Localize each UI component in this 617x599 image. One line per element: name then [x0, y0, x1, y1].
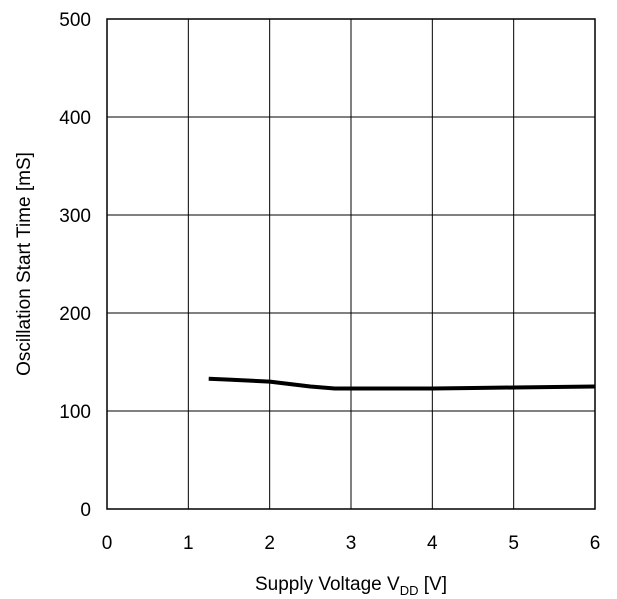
y-axis-label: Oscillation Start Time [mS] — [14, 152, 35, 376]
x-tick-label-2: 2 — [264, 533, 275, 554]
y-tick-label-2: 200 — [59, 304, 91, 325]
series-layer — [208, 376, 596, 391]
x-axis-label-subscript: DD — [400, 583, 419, 598]
x-tick-label-1: 1 — [183, 533, 194, 554]
x-tick-label-5: 5 — [508, 533, 519, 554]
x-axis-label: Supply Voltage VDD [V] — [255, 574, 447, 598]
x-tick-labels: 0 1 2 3 4 5 6 — [102, 533, 601, 554]
y-tick-labels: 0 100 200 300 400 500 — [59, 10, 91, 521]
x-tick-label-3: 3 — [346, 533, 357, 554]
y-tick-label-0: 0 — [80, 500, 91, 521]
x-axis-label-unit: [V] — [418, 574, 447, 595]
x-tick-label-6: 6 — [590, 533, 601, 554]
series-line-0 — [208, 376, 596, 391]
y-tick-label-1: 100 — [59, 402, 91, 423]
y-tick-label-5: 500 — [59, 10, 91, 31]
x-axis-label-main: Supply Voltage V — [255, 574, 400, 595]
y-tick-label-3: 300 — [59, 206, 91, 227]
plot-frame — [106, 18, 596, 510]
y-tick-label-4: 400 — [59, 108, 91, 129]
x-tick-label-0: 0 — [102, 533, 113, 554]
grid-lines — [107, 19, 595, 509]
x-tick-label-4: 4 — [427, 533, 438, 554]
